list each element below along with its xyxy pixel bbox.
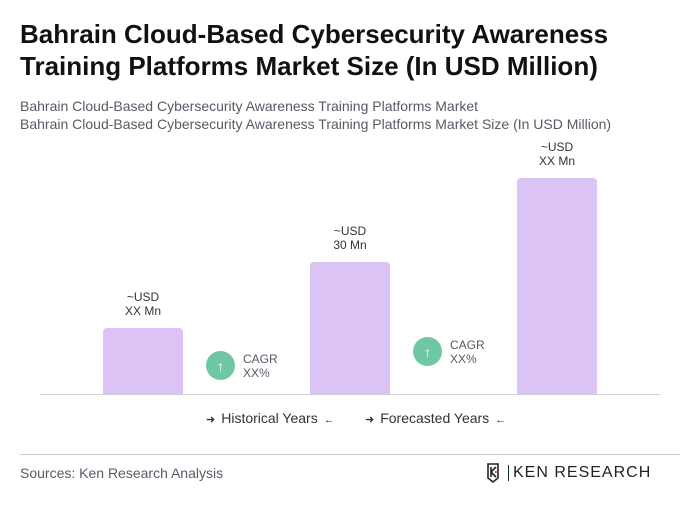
arrow-up-icon: ↑ <box>413 337 442 366</box>
bar-label-line: XX Mn <box>124 304 161 318</box>
bar-label-line: ~USD <box>126 290 160 304</box>
bar-1 <box>103 328 183 394</box>
cagr-badge-2: ↑ CAGR XX% <box>413 337 485 366</box>
cagr-badge-1: ↑ CAGR XX% <box>206 351 278 380</box>
logo-text: KEN RESEARCH <box>513 464 652 481</box>
bar-data-label: ~USD XX Mn <box>497 140 617 168</box>
subtitle-2: Bahrain Cloud-Based Cybersecurity Awaren… <box>20 116 612 132</box>
subtitle: Bahrain Cloud-Based Cybersecurity Awaren… <box>20 98 479 114</box>
cagr-value: XX% <box>243 365 270 380</box>
bar-data-label: ~USD 30 Mn <box>290 224 410 252</box>
cagr-value: XX% <box>450 351 477 366</box>
legend-label: Forecasted Years <box>380 410 490 426</box>
legend-label: Historical Years <box>221 410 318 426</box>
x-axis-baseline <box>40 394 660 395</box>
bar-label-line: ~USD <box>540 140 574 155</box>
legend-historical: ➜ Historical Years ← <box>200 410 341 426</box>
legend-forecasted: ➜ Forecasted Years ← <box>359 410 512 426</box>
arrow-left-icon: ← <box>323 414 335 426</box>
page-title: Bahrain Cloud-Based Cybersecurity Awaren… <box>20 19 609 81</box>
cagr-label: CAGR <box>450 337 485 352</box>
ken-research-logo: KEN RESEARCH <box>486 463 651 483</box>
logo-mark-icon <box>487 463 499 483</box>
bar-2 <box>310 262 390 394</box>
arrow-right-icon: ➜ <box>365 414 375 426</box>
footer-divider <box>20 454 680 455</box>
arrow-up-icon: ↑ <box>206 351 235 380</box>
cagr-label: CAGR <box>243 351 278 366</box>
bar-3 <box>517 178 597 394</box>
arrow-right-icon: ➜ <box>206 414 216 426</box>
bar-data-label: ~USD XX Mn <box>83 290 203 318</box>
bar-label-line: 30 Mn <box>333 238 367 252</box>
arrow-left-icon: ← <box>495 414 507 426</box>
bar-label-line: ~USD <box>333 224 367 238</box>
bar-label-line: XX Mn <box>538 154 575 169</box>
source-text: Sources: Ken Research Analysis <box>20 465 224 481</box>
